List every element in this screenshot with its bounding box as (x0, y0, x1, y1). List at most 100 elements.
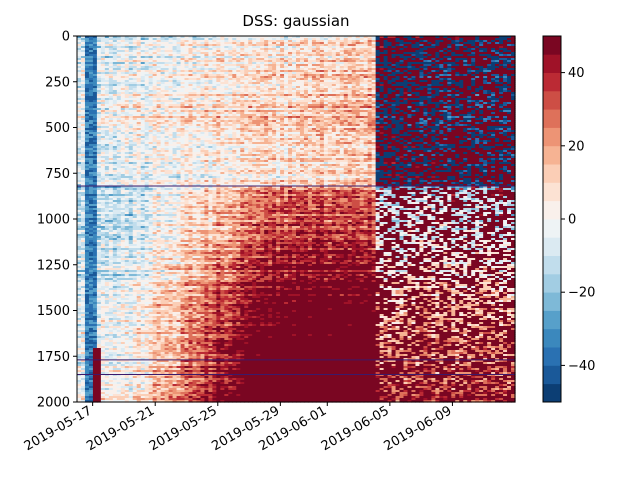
heatmap-cell (415, 72, 421, 75)
heatmap-cell (371, 56, 377, 59)
heatmap-cell (399, 64, 405, 67)
heatmap-cell (423, 104, 428, 107)
heatmap-cell (427, 46, 432, 49)
heatmap-cell (288, 84, 293, 87)
heatmap-cell (383, 38, 389, 41)
heatmap-cell (379, 42, 385, 45)
heatmap-cell (339, 62, 345, 65)
heatmap-cell (104, 78, 110, 81)
heatmap-cell (399, 38, 405, 41)
heatmap-cell (200, 102, 206, 105)
heatmap-cell (288, 58, 293, 61)
heatmap-cell (236, 96, 241, 99)
heatmap-cell (483, 76, 488, 79)
heatmap-cell (475, 56, 480, 59)
heatmap-cell (84, 56, 90, 59)
heatmap-cell (188, 74, 194, 77)
heatmap-cell (371, 38, 377, 41)
heatmap-cell (359, 54, 365, 57)
heatmap-cell (311, 38, 317, 41)
heatmap-cell (507, 54, 512, 57)
heatmap-cell (299, 54, 305, 57)
heatmap-cell (363, 54, 369, 57)
heatmap-cell (399, 66, 405, 69)
heatmap-cell (463, 88, 468, 91)
heatmap-cell (180, 94, 186, 97)
heatmap-cell (156, 82, 162, 85)
heatmap-cell (292, 100, 297, 103)
heatmap-cell (208, 78, 213, 81)
heatmap-cell (88, 96, 94, 99)
heatmap-cell (395, 40, 401, 43)
heatmap-cell (431, 36, 436, 39)
heatmap-cell (351, 92, 357, 95)
heatmap-cell (367, 76, 373, 79)
heatmap-cell (443, 78, 448, 81)
heatmap-cell (268, 46, 273, 49)
heatmap-cell (284, 44, 289, 47)
heatmap-cell (447, 52, 452, 55)
heatmap-cell (92, 102, 98, 105)
heatmap-cell (471, 56, 476, 59)
heatmap-cell (92, 94, 98, 97)
heatmap-cell (367, 100, 373, 103)
heatmap-cell (511, 76, 516, 79)
heatmap-cell (268, 38, 273, 41)
heatmap-cell (144, 100, 150, 103)
heatmap-cell (467, 98, 472, 101)
heatmap-cell (232, 64, 237, 67)
heatmap-cell (220, 50, 225, 53)
heatmap-cell (196, 80, 202, 83)
heatmap-cell (224, 46, 229, 49)
heatmap-cell (371, 76, 377, 79)
heatmap-cell (220, 60, 225, 63)
heatmap-cell (264, 50, 269, 53)
heatmap-cell (419, 82, 425, 85)
heatmap-cell (439, 44, 444, 47)
heatmap-cell (315, 100, 321, 103)
heatmap-cell (156, 56, 162, 59)
heatmap-cell (160, 92, 166, 95)
heatmap-cell (264, 96, 269, 99)
heatmap-cell (363, 56, 369, 59)
heatmap-cell (148, 58, 154, 61)
heatmap-cell (172, 72, 178, 75)
heatmap-cell (339, 102, 345, 105)
heatmap-cell (224, 90, 229, 93)
heatmap-cell (491, 44, 496, 47)
heatmap-cell (431, 48, 436, 51)
heatmap-cell (276, 58, 281, 61)
heatmap-cell (220, 100, 225, 103)
heatmap-cell (495, 44, 500, 47)
heatmap-cell (463, 102, 468, 105)
heatmap-cell (292, 70, 297, 73)
heatmap-cell (168, 82, 174, 85)
heatmap-cell (451, 102, 456, 105)
heatmap-cell (212, 76, 217, 79)
heatmap-cell (391, 98, 397, 101)
heatmap-cell (100, 90, 106, 93)
heatmap-cell (483, 54, 488, 57)
heatmap-cell (439, 90, 444, 93)
heatmap-cell (483, 46, 488, 49)
heatmap-cell (331, 106, 337, 109)
heatmap-cell (355, 50, 361, 53)
heatmap-cell (208, 70, 213, 73)
heatmap-cell (347, 68, 353, 71)
heatmap-cell (395, 62, 401, 65)
heatmap-cell (108, 76, 114, 79)
heatmap-cell (96, 38, 102, 41)
heatmap-cell (160, 82, 166, 85)
heatmap-cell (427, 48, 432, 51)
heatmap-cell (355, 84, 361, 87)
heatmap-cell (164, 102, 170, 105)
heatmap-cell (507, 40, 512, 43)
heatmap-cell (220, 80, 225, 83)
heatmap-cell (511, 42, 516, 45)
heatmap-cell (132, 56, 138, 59)
heatmap-cell (343, 82, 349, 85)
heatmap-cell (200, 98, 206, 101)
heatmap-cell (268, 40, 273, 43)
heatmap-cell (475, 62, 480, 65)
heatmap-cell (359, 62, 365, 65)
